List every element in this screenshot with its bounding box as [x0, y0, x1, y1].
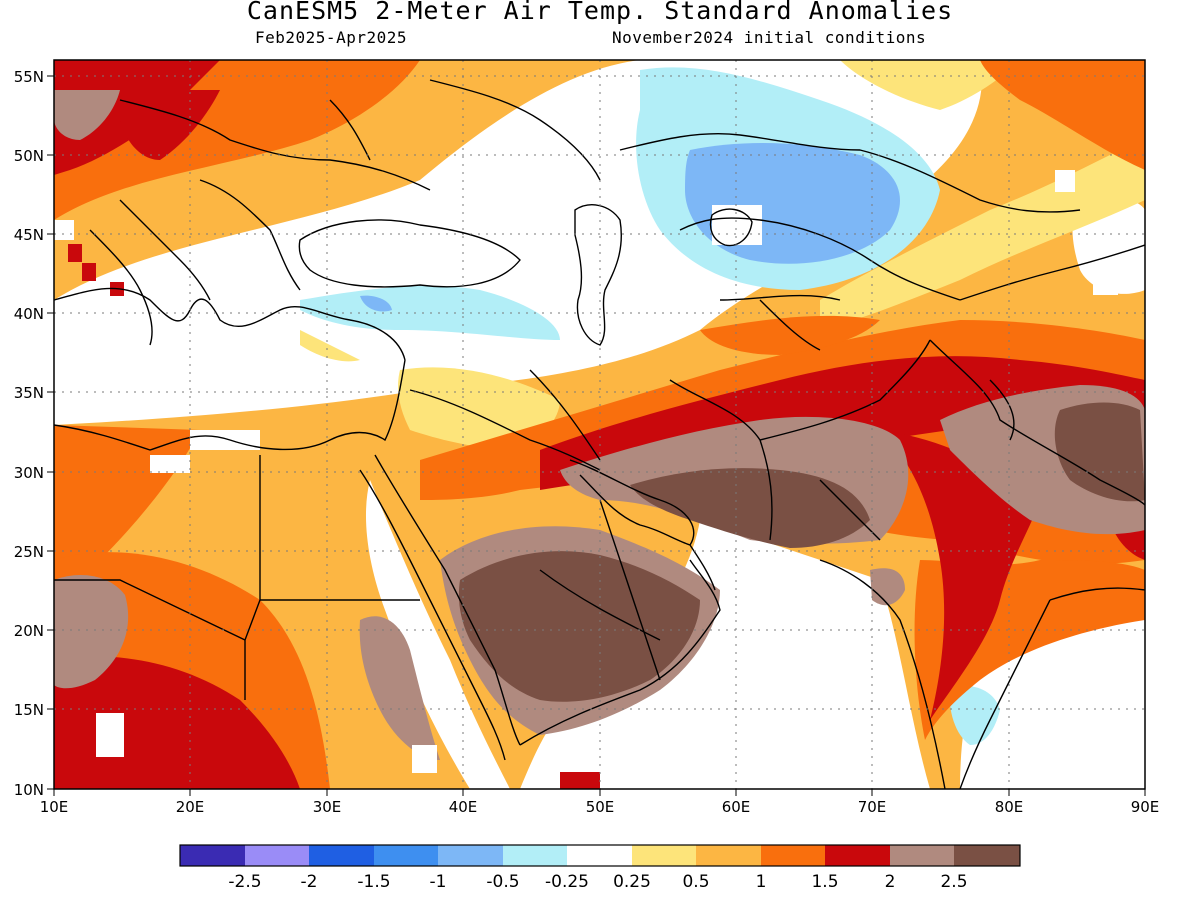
- colorbar-swatch: [438, 845, 503, 866]
- lon-label: 80E: [995, 798, 1024, 816]
- lon-label: 10E: [40, 798, 69, 816]
- lat-label: 35N: [14, 384, 44, 402]
- colorbar-label: 0.5: [682, 872, 709, 892]
- lat-label: 40N: [14, 305, 44, 323]
- colorbar-label: 2: [885, 872, 896, 892]
- colorbar-swatch: [761, 845, 825, 866]
- latitude-labels: 10N 15N 20N 25N 30N 35N 40N 45N 50N 55N: [14, 68, 44, 799]
- lon-label: 40E: [449, 798, 478, 816]
- colorbar-swatch: [954, 845, 1020, 866]
- lon-label: 20E: [176, 798, 205, 816]
- colorbar-label: -2.5: [228, 872, 261, 892]
- lon-label: 90E: [1131, 798, 1160, 816]
- colorbar-label: -2: [301, 872, 318, 892]
- colorbar-label: -0.25: [545, 872, 589, 892]
- gridlines: [54, 60, 1145, 789]
- anomaly-fields: [54, 60, 1145, 789]
- lon-label: 30E: [313, 798, 342, 816]
- colorbar-swatch: [825, 845, 890, 866]
- colorbar-frame: [179, 844, 1021, 867]
- colorbar-swatch: [180, 845, 245, 866]
- axis-ticks: [47, 75, 1146, 796]
- colorbar-swatch: [696, 845, 761, 866]
- colorbar-label: 1: [756, 872, 767, 892]
- lat-label: 45N: [14, 226, 44, 244]
- colorbar-swatch: [374, 845, 438, 866]
- colorbar-swatch: [245, 845, 309, 866]
- colorbar-label: 0.25: [613, 872, 651, 892]
- initial-conditions: November2024 initial conditions: [612, 28, 927, 47]
- map-title: CanESM5 2-Meter Air Temp. Standard Anoma…: [246, 0, 954, 25]
- forecast-period: Feb2025-Apr2025: [255, 28, 407, 47]
- longitude-labels: 10E 20E 30E 40E 50E 60E 70E 80E 90E: [40, 798, 1160, 816]
- colorbar-swatch: [309, 845, 374, 866]
- lat-label: 15N: [14, 701, 44, 719]
- colorbar-label: 2.5: [940, 872, 967, 892]
- colorbar-swatch: [632, 845, 696, 866]
- colorbar-swatch: [503, 845, 567, 866]
- lat-label: 50N: [14, 147, 44, 165]
- colorbar-label: 1.5: [811, 872, 838, 892]
- colorbar-label: -1: [430, 872, 447, 892]
- lat-label: 25N: [14, 543, 44, 561]
- colorbar-swatch: [567, 845, 632, 866]
- colorbar-swatch: [890, 845, 954, 866]
- coastlines: [54, 79, 1145, 789]
- lat-label: 10N: [14, 781, 44, 799]
- colorbar-labels: -2.5 -2 -1.5 -1 -0.5 -0.25 0.25 0.5 1 1.…: [228, 872, 967, 892]
- colorbar-label: -0.5: [486, 872, 519, 892]
- lat-label: 30N: [14, 464, 44, 482]
- lat-label: 20N: [14, 622, 44, 640]
- lat-label: 55N: [14, 68, 44, 86]
- lon-label: 50E: [586, 798, 615, 816]
- colorbar: [179, 844, 1021, 867]
- colorbar-label: -1.5: [357, 872, 390, 892]
- lon-label: 70E: [858, 798, 887, 816]
- lon-label: 60E: [722, 798, 751, 816]
